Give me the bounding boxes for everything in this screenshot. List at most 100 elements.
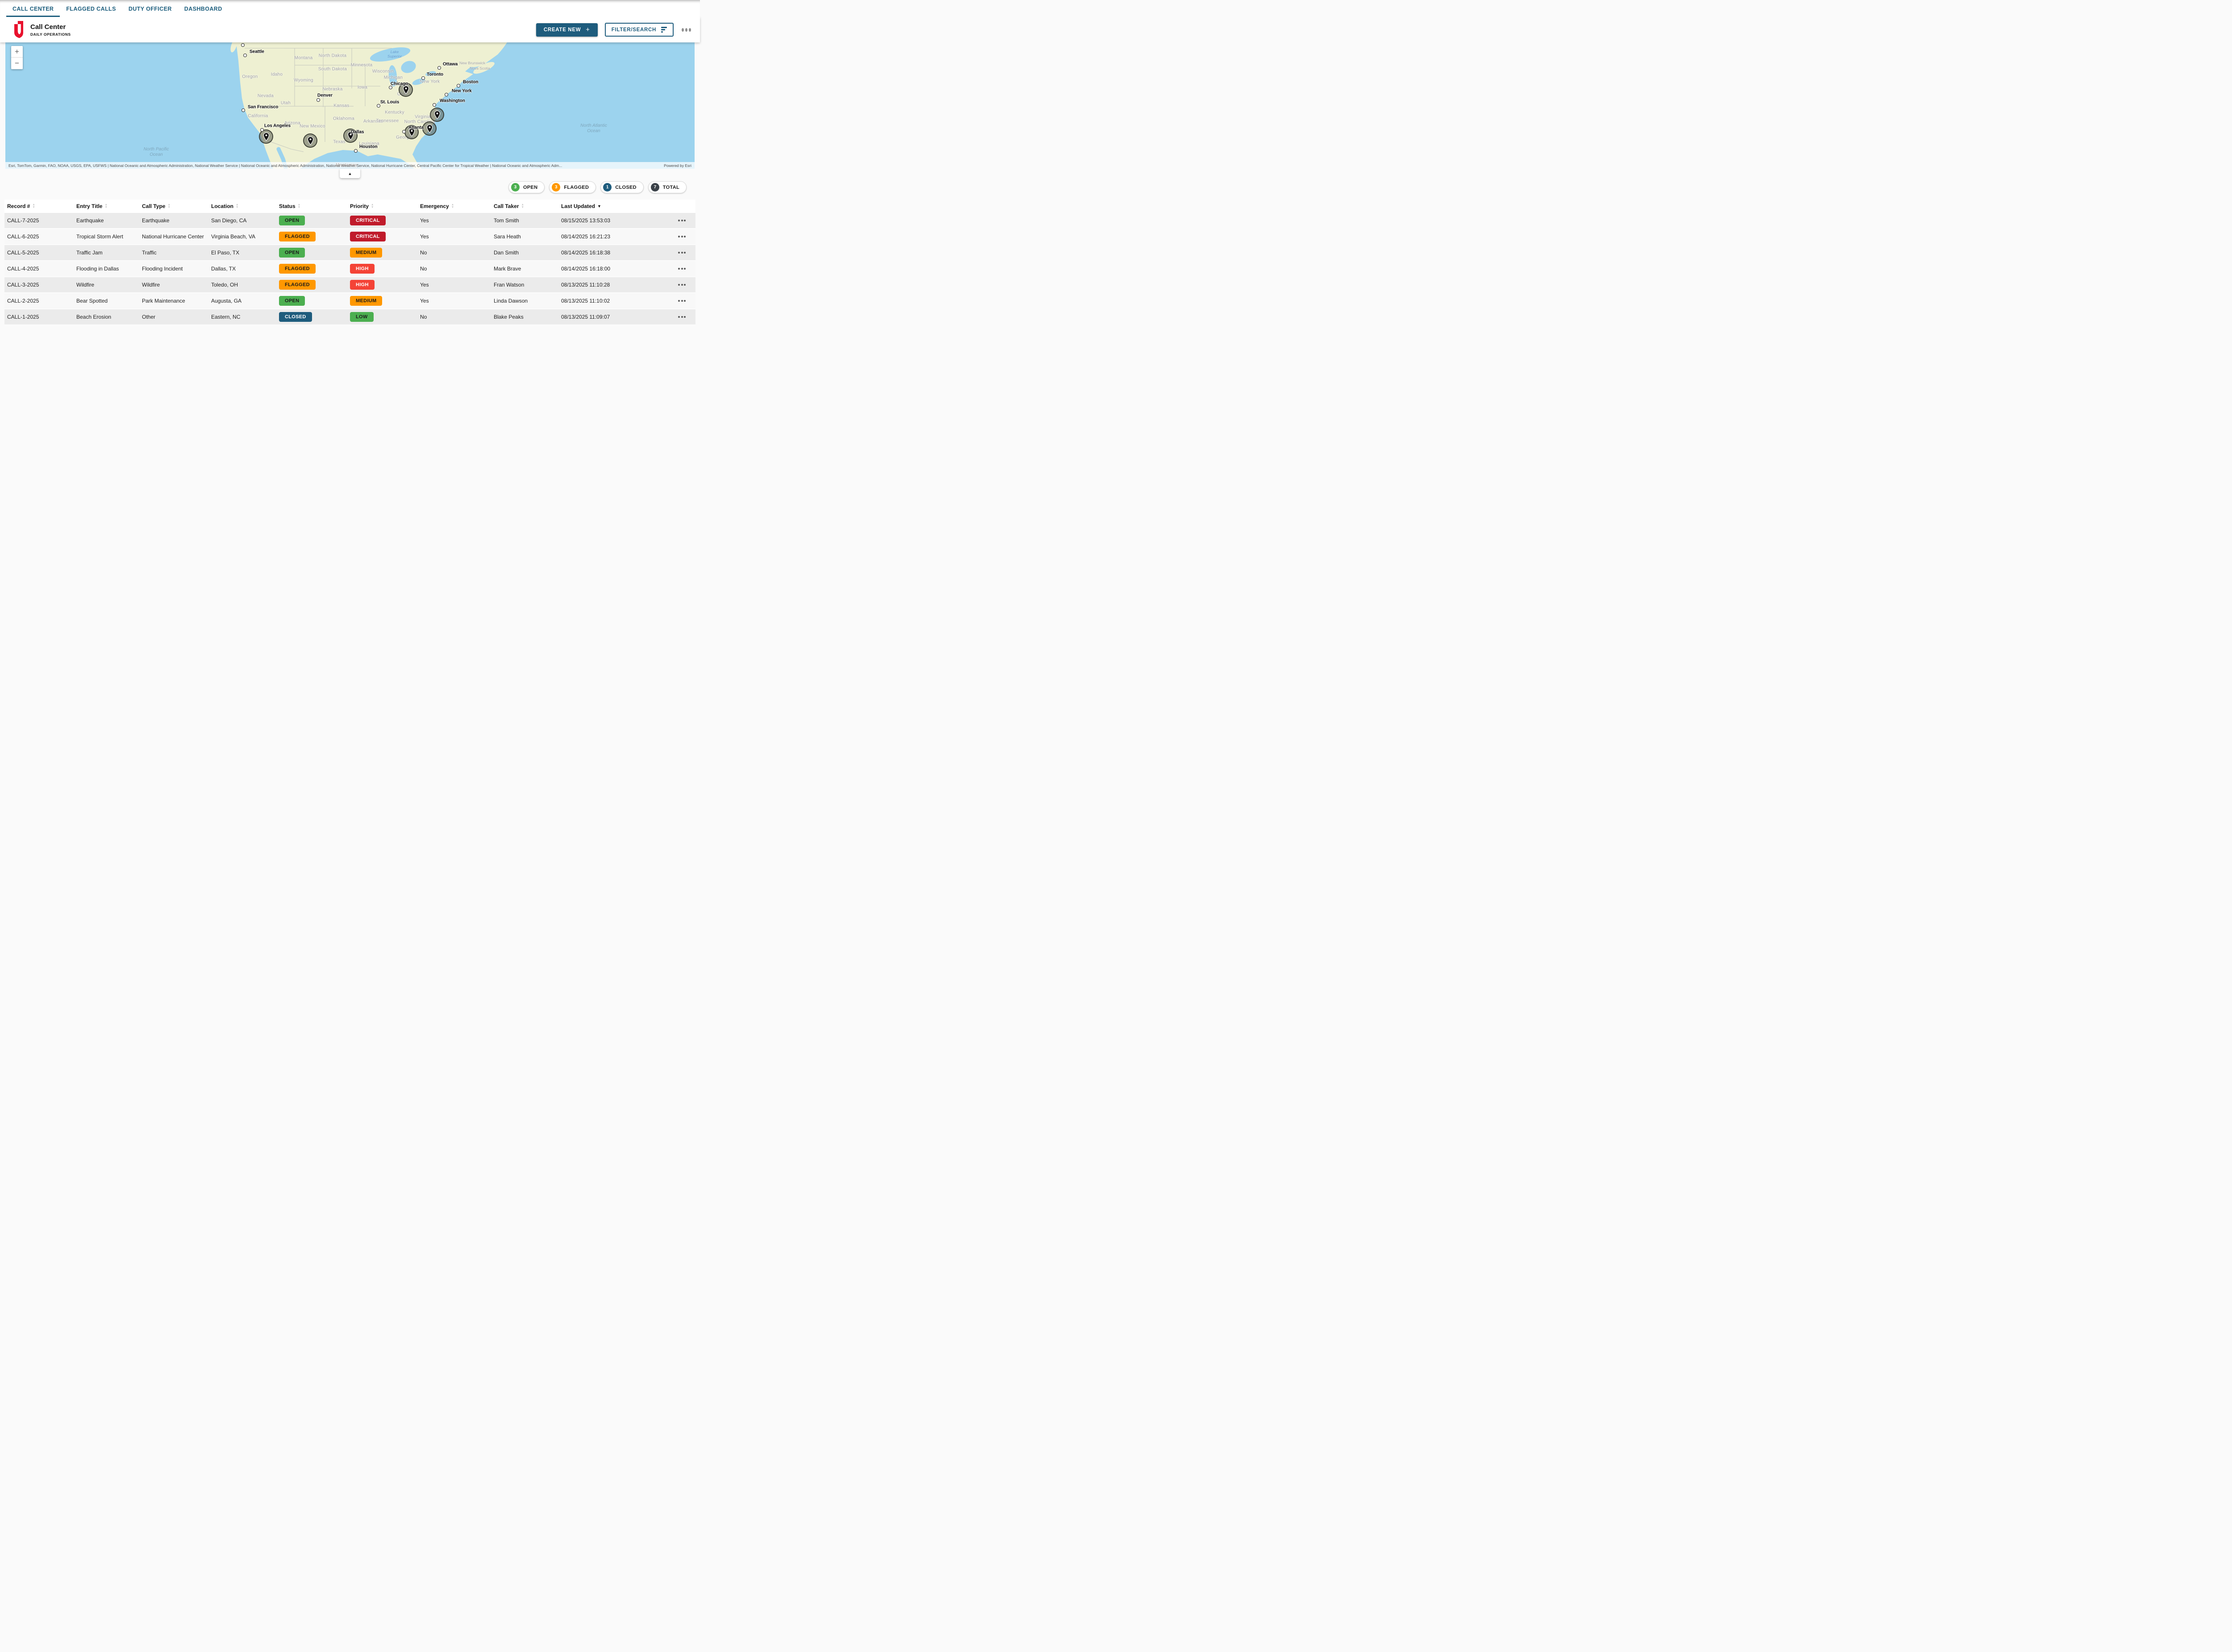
map-marker-dallas[interactable]	[343, 129, 358, 143]
table-row: CALL-2-2025 Bear Spotted Park Maintenance A…	[4, 293, 695, 309]
status-badge: CLOSED	[279, 312, 312, 322]
map-canvas[interactable]: + − Esri, TomTom, Garmin, FAO, NOAA, USG…	[5, 39, 695, 169]
column-header-call-type[interactable]: Call Type ▲ ▼	[139, 203, 208, 209]
status-badge: FLAGGED	[279, 232, 316, 241]
summary-pill-open[interactable]: 3 OPEN	[508, 181, 545, 193]
city-label: St. Louis	[380, 100, 400, 105]
map-marker-toledo[interactable]	[399, 83, 413, 97]
map-state-label: Nebraska	[322, 87, 343, 92]
cell-updated: 08/13/2025 11:10:28	[561, 282, 610, 288]
summary-label: TOTAL	[662, 184, 679, 190]
map-state-label: California	[248, 113, 268, 119]
row-menu-button[interactable]	[665, 252, 695, 254]
cell-updated: 08/14/2025 16:21:23	[561, 233, 611, 240]
location-pin-icon	[434, 110, 440, 119]
page-subtitle: DAILY OPERATIONS	[30, 32, 71, 37]
create-new-button[interactable]: CREATE NEW +	[536, 23, 598, 37]
location-pin-icon	[263, 132, 269, 141]
column-header-entry-title[interactable]: Entry Title ▲ ▼	[74, 203, 139, 209]
map-zoom-control: + −	[11, 46, 23, 69]
summary-label: OPEN	[523, 184, 538, 190]
column-label: Call Type	[142, 203, 166, 209]
cell-taker: Mark Brave	[494, 266, 521, 272]
city-label: Houston	[359, 144, 378, 150]
column-header-record[interactable]: Record # ▲ ▼	[4, 203, 74, 209]
city-dot	[421, 76, 425, 80]
location-pin-icon	[347, 131, 354, 140]
map-state-label: Oklahoma	[333, 116, 354, 121]
cell-title: Traffic Jam	[76, 250, 103, 256]
filter-search-button[interactable]: FILTER/SEARCH	[604, 23, 674, 37]
row-menu-button[interactable]	[665, 268, 695, 270]
table-row: CALL-5-2025 Traffic Jam Traffic El Paso, TX…	[4, 245, 695, 261]
cell-type: Park Maintenance	[142, 298, 185, 304]
cell-title: Wildfire	[76, 282, 95, 288]
cell-taker: Tom Smith	[494, 217, 519, 224]
map-state-label: Wisconsin	[372, 69, 394, 74]
map-marker-eastern-nc[interactable]	[422, 121, 437, 136]
summary-pill-flagged[interactable]: 3 FLAGGED	[549, 181, 596, 193]
map-region-label: New Brunswick	[459, 61, 486, 65]
table-row: CALL-6-2025 Tropical Storm Alert National …	[4, 229, 695, 245]
filter-search-label: FILTER/SEARCH	[611, 27, 656, 33]
row-menu-button[interactable]	[665, 300, 695, 302]
cell-emergency: Yes	[420, 217, 429, 224]
table-row: CALL-3-2025 Wildfire Wildfire Toledo, OH FLA…	[4, 277, 695, 293]
cell-type: Wildfire	[142, 282, 160, 288]
cell-priority: HIGH	[347, 264, 417, 274]
column-header-last-updated[interactable]: Last Updated ▼	[558, 203, 665, 209]
city-label: Denver	[317, 93, 333, 98]
map-state-label: Minnesota	[350, 62, 373, 68]
tab-flagged-calls[interactable]: FLAGGED CALLS	[66, 5, 116, 12]
sort-icon: ▲ ▼	[521, 203, 524, 209]
tab-duty-officer[interactable]: DUTY OFFICER	[128, 5, 172, 12]
map-state-label: Virginia	[415, 114, 431, 120]
priority-badge: LOW	[350, 312, 374, 322]
map-collapse-button[interactable]: ▲	[340, 169, 360, 178]
map-marker-el-paso[interactable]	[303, 133, 317, 148]
row-menu-button[interactable]	[665, 236, 695, 237]
zoom-out-button[interactable]: −	[15, 59, 19, 67]
summary-label: FLAGGED	[564, 184, 589, 190]
map-water-label: North Atlantic Ocean	[580, 123, 607, 133]
column-header-status[interactable]: Status ▲ ▼	[276, 203, 347, 209]
tab-dashboard[interactable]: DASHBOARD	[184, 5, 222, 12]
column-header-call-taker[interactable]: Call Taker ▲ ▼	[491, 203, 558, 209]
zoom-in-button[interactable]: +	[11, 46, 23, 58]
city-dot	[437, 66, 441, 70]
column-header-emergency[interactable]: Emergency ▲ ▼	[417, 203, 491, 209]
map-marker-virginia-beach[interactable]	[430, 108, 444, 122]
map-state-label: South Dakota	[318, 67, 347, 72]
map-state-label: North Carolina	[404, 119, 435, 125]
tab-call-center[interactable]: CALL CENTER	[6, 0, 60, 17]
sort-icon: ▲ ▼	[236, 203, 239, 209]
column-header-location[interactable]: Location ▲ ▼	[208, 203, 276, 209]
column-label: Call Taker	[494, 203, 519, 209]
cell-emergency: No	[420, 250, 427, 256]
more-options-button[interactable]	[681, 25, 692, 34]
map-marker-augusta[interactable]	[404, 125, 419, 139]
map-state-label: New York	[420, 79, 440, 84]
cell-type: Traffic	[142, 250, 157, 256]
table-header-row: Record # ▲ ▼ Entry Title ▲ ▼ Call Type ▲ ▼ Locati…	[4, 200, 695, 213]
map-state-label: Wyoming	[294, 78, 313, 83]
column-header-priority[interactable]: Priority ▲ ▼	[347, 203, 417, 209]
summary-pill-total[interactable]: 7 TOTAL	[648, 181, 687, 193]
sort-icon: ▲ ▼	[371, 203, 374, 209]
map-state-label: North Dakota	[318, 53, 347, 58]
cell-updated: 08/13/2025 11:10:02	[561, 298, 610, 304]
map-marker-san-diego[interactable]	[259, 129, 273, 144]
row-menu-button[interactable]	[665, 316, 695, 318]
priority-badge: CRITICAL	[350, 216, 386, 225]
city-dot	[457, 84, 460, 87]
powered-by-esri: Powered by Esri	[664, 163, 691, 168]
cell-taker: Dan Smith	[494, 250, 519, 256]
summary-pill-closed[interactable]: 1 CLOSED	[600, 181, 644, 193]
row-menu-button[interactable]	[665, 284, 695, 286]
city-label: Seattle	[250, 49, 264, 54]
cell-status: FLAGGED	[276, 232, 347, 241]
cell-taker: Linda Dawson	[494, 298, 528, 304]
table-row: CALL-7-2025 Earthquake Earthquake San Diego…	[4, 213, 695, 229]
row-menu-button[interactable]	[665, 220, 695, 221]
map-state-label: New Mexico	[300, 124, 325, 129]
